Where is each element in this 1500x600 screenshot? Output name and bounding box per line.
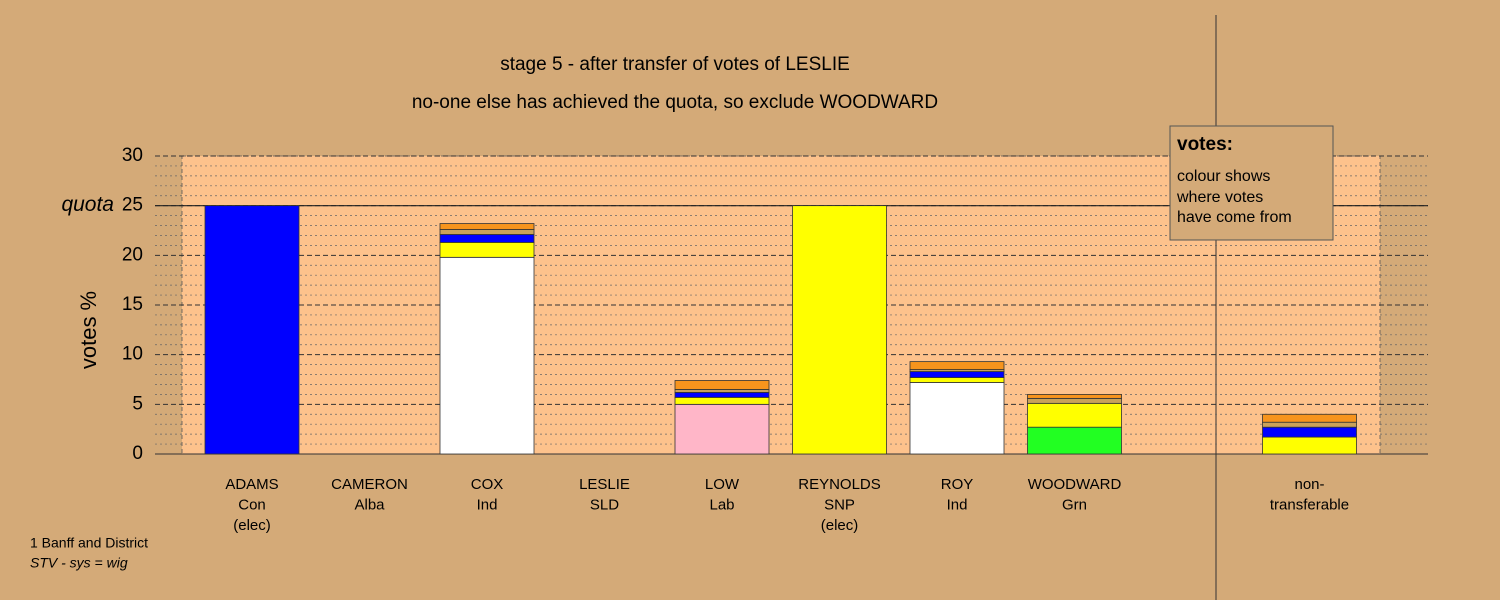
legend-title: votes: <box>1177 134 1233 155</box>
bar-segment <box>204 205 300 455</box>
quota-label: quota <box>61 193 114 216</box>
y-tick-label: 10 <box>122 344 143 365</box>
legend-text: colour shows <box>1177 168 1270 185</box>
bar-segment <box>1262 421 1357 428</box>
bar-segment <box>674 396 770 405</box>
x-tick-label: Grn <box>1062 496 1087 513</box>
bar-segment <box>1027 402 1122 428</box>
legend-text: have come from <box>1177 209 1292 226</box>
x-tick-label: Lab <box>709 496 734 513</box>
x-tick-label: LESLIE <box>579 476 630 493</box>
bar-segment <box>792 205 887 455</box>
bar-segment <box>1027 397 1122 404</box>
x-tick-label: Ind <box>477 496 498 513</box>
bar-segment <box>439 229 535 235</box>
x-tick-label: Alba <box>354 496 385 513</box>
footer: STV - sys = wig <box>30 555 128 571</box>
bar-segment <box>909 377 1005 383</box>
bar-segment <box>439 223 535 230</box>
bar-segment <box>1027 426 1122 455</box>
bar-segment <box>909 361 1005 370</box>
x-tick-label: Con <box>238 496 266 513</box>
bar-segment <box>674 392 770 398</box>
x-tick-label: (elec) <box>821 517 859 534</box>
legend-box <box>1169 125 1334 241</box>
bar-segment <box>1262 436 1357 455</box>
chart-title: stage 5 - after transfer of votes of LES… <box>500 54 850 75</box>
bar-segment <box>674 380 770 390</box>
x-tick-label: CAMERON <box>331 476 408 493</box>
y-tick-label: 20 <box>122 244 143 265</box>
bar-segment <box>439 242 535 258</box>
x-tick-label: ROY <box>941 476 974 493</box>
bar-segment <box>674 403 770 455</box>
bar-segment <box>909 371 1005 378</box>
y-tick-label: 0 <box>132 443 143 464</box>
x-tick-label: Ind <box>947 496 968 513</box>
x-tick-label: non- <box>1294 476 1324 493</box>
x-tick-label: REYNOLDS <box>798 476 881 493</box>
footer: 1 Banff and District <box>30 535 148 551</box>
bar-segment <box>439 234 535 243</box>
x-tick-label: transferable <box>1270 496 1349 513</box>
chart-subtitle: no-one else has achieved the quota, so e… <box>412 92 938 113</box>
bar-segment <box>439 256 535 455</box>
x-tick-label: ADAMS <box>225 476 278 493</box>
x-tick-label: WOODWARD <box>1028 476 1122 493</box>
x-tick-label: (elec) <box>233 517 271 534</box>
bar-segment <box>1262 426 1357 438</box>
x-tick-label: LOW <box>705 476 740 493</box>
bars <box>204 205 1357 455</box>
bar-segment <box>674 389 770 393</box>
y-tick-label: 15 <box>122 294 143 315</box>
y-axis-label: votes % <box>76 291 101 369</box>
x-tick-label: SNP <box>824 496 855 513</box>
y-tick-label: 25 <box>122 195 143 216</box>
bar-segment <box>909 382 1005 455</box>
y-tick-label: 5 <box>132 393 143 414</box>
bar-segment <box>1262 413 1357 423</box>
y-tick-label: 30 <box>122 145 143 166</box>
legend-text: where votes <box>1176 189 1263 206</box>
x-tick-label: COX <box>471 476 504 493</box>
bar-segment <box>1027 393 1122 399</box>
x-tick-label: SLD <box>590 496 619 513</box>
